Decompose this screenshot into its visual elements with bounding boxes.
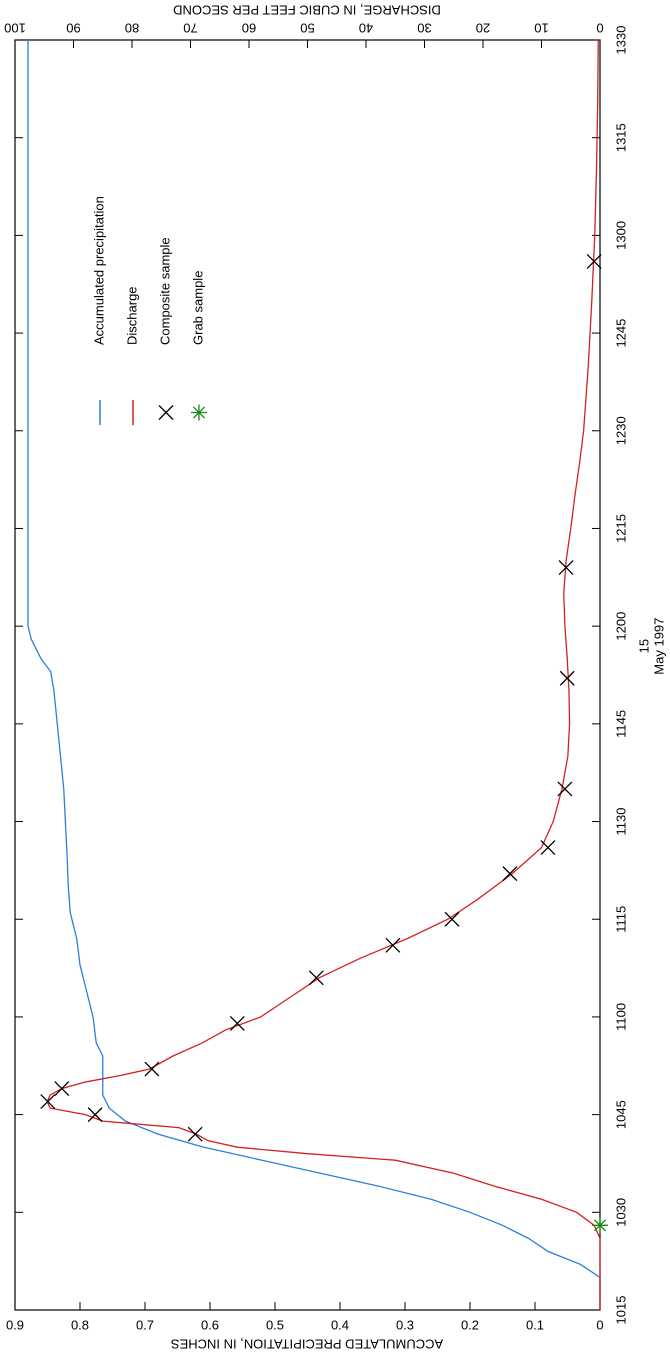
x-tick-label: 1315	[613, 123, 628, 152]
y2-tick-label: 20	[476, 21, 490, 36]
legend-symbol	[158, 405, 174, 420]
sample-marker	[54, 1081, 70, 1097]
series-line	[27, 40, 601, 1310]
sample-marker	[87, 1107, 103, 1123]
x-tick-label: 1100	[613, 1003, 628, 1031]
x-tick-label: 1015	[613, 1296, 628, 1325]
x-tick-label: 1300	[613, 221, 628, 250]
sample-marker	[592, 1217, 608, 1234]
sample-marker	[40, 1094, 56, 1110]
y2-tick-label: 30	[417, 21, 431, 36]
y2-tick-label: 100	[4, 21, 26, 36]
sample-marker	[559, 670, 575, 686]
x-tick-label: 1045	[613, 1100, 628, 1129]
sample-marker	[308, 970, 324, 986]
y-tick-label: 0.4	[331, 1317, 349, 1332]
x-tick-label: 1215	[613, 514, 628, 543]
y2-tick-label: 10	[534, 21, 548, 36]
y-tick-label: 0.8	[71, 1317, 89, 1332]
y-tick-label: 0	[596, 1317, 603, 1332]
series-line	[46, 39, 601, 1310]
y-tick-label: 0.9	[6, 1317, 24, 1332]
y-tick-label: 0.5	[266, 1317, 284, 1332]
y-tick-label: 0.6	[201, 1317, 219, 1332]
y2-axis-title: DISCHARGE, IN CUBIC FEET PER SECOND	[173, 3, 441, 18]
y-tick-label: 0.2	[461, 1317, 479, 1332]
y2-tick-label: 0	[596, 21, 603, 36]
legend-label: Discharge	[124, 286, 139, 345]
x-tick-label: 1200	[613, 612, 628, 641]
y-tick-label: 0.1	[526, 1317, 544, 1332]
sample-marker	[144, 1061, 160, 1077]
x-tick-label: 1330	[613, 26, 628, 55]
sample-marker	[187, 1126, 203, 1142]
legend-label: Accumulated precipitation	[91, 196, 106, 345]
legend-label: Grab sample	[190, 271, 205, 345]
x-axis-title: May 1997	[651, 618, 666, 675]
x-axis-title: 15	[636, 639, 651, 653]
x-tick-label: 1130	[613, 808, 628, 836]
x-tick-label: 1245	[613, 319, 628, 348]
x-tick-label: 1115	[613, 906, 628, 933]
sample-marker	[385, 937, 401, 953]
y-tick-label: 0.3	[396, 1317, 414, 1332]
y2-tick-label: 80	[125, 21, 139, 36]
y-tick-label: 0.7	[136, 1317, 154, 1332]
y2-tick-label: 50	[300, 21, 314, 36]
sample-marker	[444, 911, 460, 927]
x-tick-label: 1030	[613, 1198, 628, 1227]
sample-marker	[229, 1015, 245, 1031]
y-axis-title: ACCUMULATED PRECIPITATION, IN INCHES	[171, 1337, 444, 1352]
y2-tick-label: 60	[242, 21, 256, 36]
x-tick-label: 1145	[613, 710, 628, 738]
y2-tick-label: 40	[359, 21, 373, 36]
legend-label: Composite sample	[157, 237, 172, 345]
legend-symbol	[191, 404, 207, 421]
sample-marker	[540, 840, 556, 856]
sample-marker	[557, 781, 573, 797]
y2-tick-label: 90	[66, 21, 80, 36]
sample-marker	[586, 253, 602, 269]
x-tick-label: 1230	[613, 416, 628, 445]
y2-tick-label: 70	[183, 21, 197, 36]
sample-marker	[558, 560, 574, 575]
sample-marker	[502, 866, 518, 882]
